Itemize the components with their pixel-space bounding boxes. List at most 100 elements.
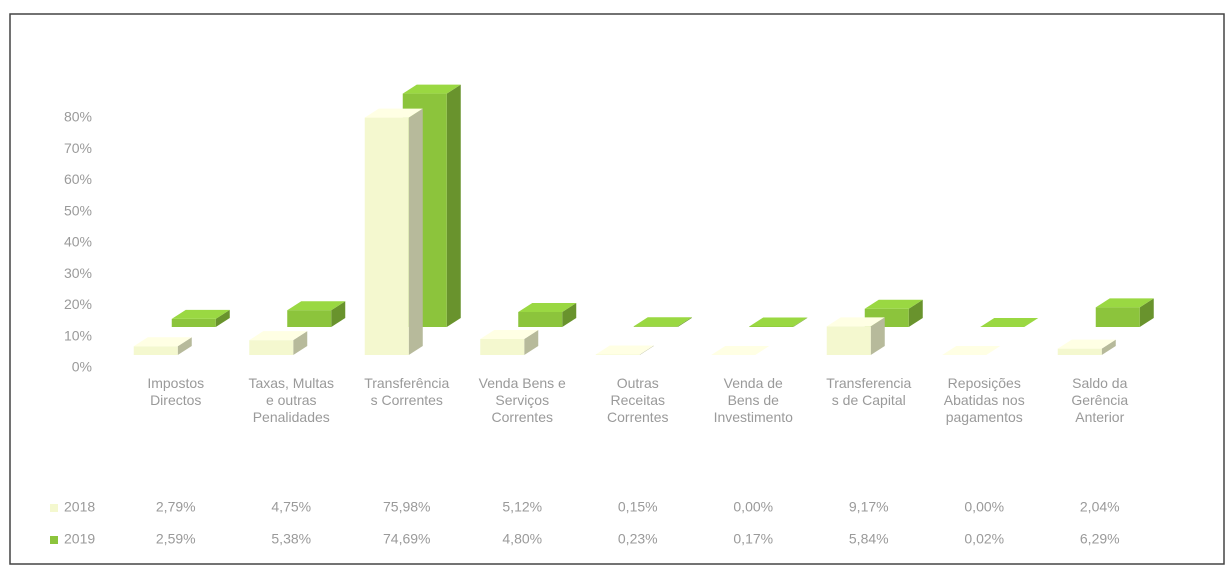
x-tick-label: Saldo da Gerência Anterior <box>1071 375 1129 425</box>
x-tick-label: Venda de Bens de Investimento <box>713 375 793 425</box>
bar <box>1057 339 1116 355</box>
bar-top <box>480 330 539 339</box>
y-tick-label: 0% <box>72 359 92 375</box>
data-label: 4,80% <box>502 531 542 547</box>
data-label: 0,15% <box>618 499 658 515</box>
y-tick-label: 60% <box>64 171 92 187</box>
legend-label: 2018 <box>64 499 95 515</box>
legend-key <box>50 504 58 512</box>
bar <box>826 317 885 355</box>
data-label: 2,04% <box>1080 499 1120 515</box>
category-label-box: Impostos Directos <box>147 375 205 408</box>
bar-front <box>1095 307 1140 327</box>
bar <box>133 337 192 355</box>
data-label: 5,12% <box>502 499 542 515</box>
bar-top <box>942 346 1001 355</box>
category-label-box: Transferencias de Capital <box>826 375 912 408</box>
category-label-box: Saldo da Gerência Anterior <box>1071 375 1129 425</box>
bar-front <box>133 346 178 355</box>
bar-top <box>1057 339 1116 349</box>
data-label: 0,02% <box>964 531 1004 547</box>
bar <box>364 108 423 355</box>
bar-top <box>287 301 346 311</box>
data-label: 4,75% <box>271 499 311 515</box>
bar <box>480 330 539 355</box>
x-tick-label: Outras Receitas Correntes <box>607 375 669 425</box>
bar <box>249 331 308 355</box>
bar-side <box>870 317 885 355</box>
y-tick-label: 10% <box>64 327 92 343</box>
category-label-box: Venda Bens e Serviços Correntes <box>478 375 566 425</box>
bar-top <box>864 299 923 309</box>
category-label-box: Venda de Bens de Investimento <box>713 375 793 425</box>
bar-top <box>749 317 808 327</box>
bar-front <box>171 318 216 327</box>
bar-top <box>133 337 192 347</box>
bar-front <box>480 339 525 355</box>
data-label: 0,23% <box>618 531 658 547</box>
data-label: 0,00% <box>733 499 773 515</box>
bar-side <box>446 84 461 327</box>
bar <box>595 345 654 355</box>
bar-side <box>677 317 692 327</box>
bar-side <box>408 108 423 355</box>
data-label: 74,69% <box>383 531 430 547</box>
bar-front <box>364 117 409 355</box>
legend-key <box>50 536 58 544</box>
data-label: 6,29% <box>1080 531 1120 547</box>
category-label-box: Taxas, Multas e outras Penalidades <box>248 375 335 425</box>
bar-side <box>908 299 923 327</box>
y-tick-label: 70% <box>64 140 92 156</box>
data-label: 9,17% <box>849 499 889 515</box>
x-tick-label: Taxas, Multas e outras Penalidades <box>248 375 335 425</box>
bar-front <box>633 326 678 327</box>
bar-side <box>293 331 308 355</box>
category-label-box: Reposições Abatidas nos pagamentos <box>944 375 1025 425</box>
data-label: 0,00% <box>964 499 1004 515</box>
bar-front <box>249 340 294 355</box>
bar-side <box>793 317 808 327</box>
bar <box>1095 298 1154 327</box>
y-tick-label: 20% <box>64 296 92 312</box>
bar-front <box>749 326 794 327</box>
bar-front <box>826 326 871 355</box>
x-tick-label: Venda Bens e Serviços Correntes <box>478 375 566 425</box>
bar-side <box>331 301 346 327</box>
bar-top <box>633 317 692 327</box>
bar-side <box>1024 317 1039 327</box>
bar <box>711 346 770 355</box>
x-tick-label: Transferencias de Capital <box>826 375 912 408</box>
bar-front <box>287 310 332 327</box>
y-tick-label: 50% <box>64 202 92 218</box>
data-label: 5,84% <box>849 531 889 547</box>
bar <box>633 317 692 327</box>
data-label: 0,17% <box>733 531 773 547</box>
bar-top <box>171 309 230 319</box>
y-tick-label: 30% <box>64 265 92 281</box>
bar <box>980 317 1039 327</box>
bar-top <box>364 108 423 118</box>
data-label: 75,98% <box>383 499 430 515</box>
bar-side <box>177 337 192 355</box>
category-label-box: Outras Receitas Correntes <box>607 375 669 425</box>
x-tick-label: Impostos Directos <box>147 375 205 408</box>
bar-side <box>215 309 230 327</box>
bar-top <box>595 345 654 355</box>
bar-side <box>562 303 577 327</box>
bar-front <box>1057 348 1102 355</box>
bar-side <box>524 330 539 355</box>
bar-top <box>249 331 308 341</box>
bar <box>942 346 1001 355</box>
bar <box>287 301 346 327</box>
data-label: 5,38% <box>271 531 311 547</box>
y-tick-label: 80% <box>64 109 92 125</box>
bar-top <box>518 303 577 312</box>
bar <box>749 317 808 327</box>
bar-front <box>518 312 563 327</box>
y-tick-label: 40% <box>64 234 92 250</box>
bar-side <box>1101 339 1116 355</box>
bar-top <box>711 346 770 355</box>
data-label: 2,59% <box>156 531 196 547</box>
